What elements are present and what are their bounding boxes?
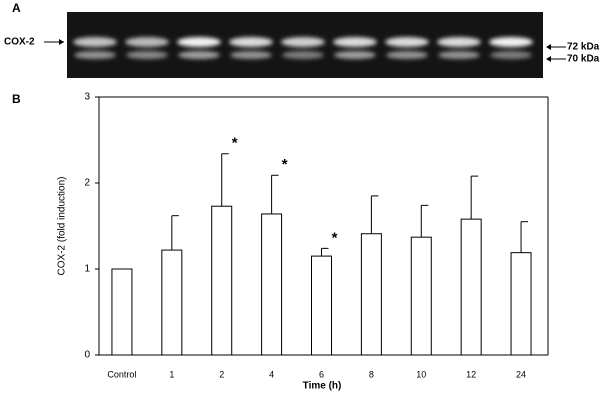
y-axis-label: COX-2 (fold induction): [57, 177, 68, 276]
bar: [460, 218, 482, 356]
arrowhead: [546, 44, 551, 50]
band: [281, 37, 325, 47]
bar: [211, 205, 233, 356]
band: [333, 37, 377, 47]
bar: [261, 213, 283, 356]
band: [178, 51, 220, 59]
panel-label: B: [12, 92, 21, 106]
bar: [311, 255, 332, 356]
band-label: 70 kDa: [567, 54, 600, 65]
x-tick-label: 4: [269, 369, 274, 379]
band: [125, 37, 169, 47]
bar: [510, 252, 532, 356]
x-tick-label: 1: [169, 369, 174, 379]
significance-marker: *: [332, 229, 338, 246]
y-tick-label: 2: [84, 178, 90, 189]
band: [74, 51, 116, 59]
band: [334, 51, 376, 59]
x-tick-label: 24: [516, 369, 526, 379]
y-tick-label: 3: [84, 92, 90, 103]
y-tick-label: 1: [84, 264, 90, 275]
arrowhead: [546, 56, 551, 62]
x-tick-label: 12: [466, 369, 476, 379]
blot-bands: [73, 37, 533, 59]
x-axis-label: Time (h): [303, 381, 342, 392]
arrowhead: [59, 39, 64, 45]
band-label: 72 kDa: [567, 42, 600, 53]
band: [282, 51, 324, 59]
x-tick-label: 10: [416, 369, 426, 379]
bar: [360, 233, 382, 356]
band: [385, 37, 429, 47]
significance-marker: *: [282, 156, 288, 173]
protein-label: COX-2: [4, 37, 35, 48]
band: [386, 51, 428, 59]
x-tick-label: Control: [107, 369, 136, 379]
band: [229, 37, 273, 47]
band: [230, 51, 272, 59]
bar: [410, 236, 432, 356]
x-tick-label: 2: [219, 369, 224, 379]
band: [489, 37, 533, 47]
band: [73, 37, 117, 47]
band: [177, 37, 221, 47]
x-tick-label: 8: [369, 369, 374, 379]
significance-marker: *: [232, 135, 238, 152]
x-tick-label: 6: [319, 369, 324, 379]
bar: [111, 268, 133, 356]
band: [126, 51, 168, 59]
y-tick-label: 0: [84, 350, 90, 361]
bar: [161, 249, 183, 356]
band: [437, 37, 481, 47]
panel-label: A: [12, 1, 21, 15]
band: [438, 51, 480, 59]
band: [490, 51, 532, 59]
